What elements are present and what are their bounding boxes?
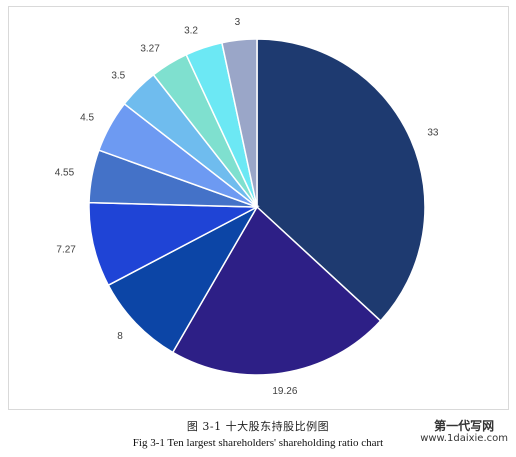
pie-slice-1 <box>256 38 426 322</box>
pie-data-label-7: 3.5 <box>111 71 125 82</box>
pie-slice-3 <box>107 205 259 354</box>
pie-data-label-4: 7.27 <box>56 244 76 255</box>
pie-data-label-9: 3.2 <box>184 26 198 37</box>
pie-data-label-1: 33 <box>427 127 439 138</box>
watermark-site-name: 第一代写网 <box>434 419 495 433</box>
watermark: 第一代写网 www.1daixie.com <box>420 419 508 445</box>
pie-data-label-5: 4.55 <box>55 168 75 179</box>
pie-chart: 33 19.26 8 7.27 4.55 4.5 3.5 3.27 3.2 3 <box>55 17 439 397</box>
pie-data-label-8: 3.27 <box>140 43 160 54</box>
figure-caption-chinese: 图 3-1 十大股东持股比例图 <box>186 420 330 433</box>
pie-slice-2 <box>171 205 382 376</box>
watermark-url: www.1daixie.com <box>420 433 508 444</box>
pie-data-label-6: 4.5 <box>80 112 94 123</box>
pie-data-label-2: 19.26 <box>272 386 297 397</box>
pie-data-label-10: 3 <box>235 17 241 28</box>
pie-slice-10 <box>221 38 258 208</box>
figure-caption-english: Fig 3-1 Ten largest shareholders' shareh… <box>132 437 384 449</box>
pie-data-label-3: 8 <box>117 331 123 342</box>
